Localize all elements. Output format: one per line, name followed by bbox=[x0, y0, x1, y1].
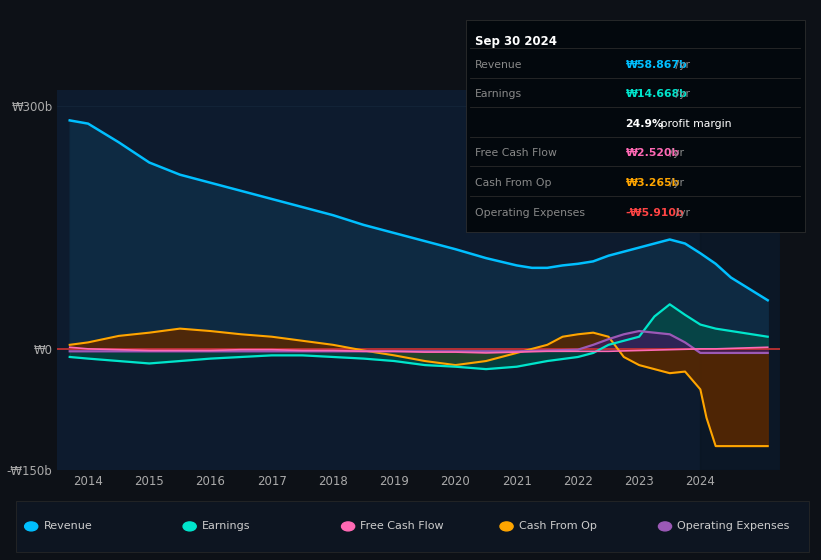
Text: Operating Expenses: Operating Expenses bbox=[475, 208, 585, 218]
Text: Earnings: Earnings bbox=[475, 90, 522, 99]
Text: Cash From Op: Cash From Op bbox=[519, 521, 597, 531]
Text: /yr: /yr bbox=[672, 90, 690, 99]
Text: /yr: /yr bbox=[672, 208, 690, 218]
Text: Cash From Op: Cash From Op bbox=[475, 178, 552, 188]
Text: /yr: /yr bbox=[672, 60, 690, 70]
Text: ₩14.668b: ₩14.668b bbox=[626, 90, 687, 99]
Text: /yr: /yr bbox=[666, 178, 684, 188]
Text: /yr: /yr bbox=[666, 148, 684, 158]
Text: -₩5.910b: -₩5.910b bbox=[626, 208, 684, 218]
Bar bbox=[700, 90, 780, 470]
Text: Revenue: Revenue bbox=[44, 521, 92, 531]
Text: Free Cash Flow: Free Cash Flow bbox=[360, 521, 444, 531]
Text: Operating Expenses: Operating Expenses bbox=[677, 521, 790, 531]
Text: Sep 30 2024: Sep 30 2024 bbox=[475, 35, 557, 48]
Text: Earnings: Earnings bbox=[202, 521, 250, 531]
Text: 24.9%: 24.9% bbox=[626, 119, 663, 129]
Text: Revenue: Revenue bbox=[475, 60, 523, 70]
Text: ₩58.867b: ₩58.867b bbox=[626, 60, 687, 70]
Text: profit margin: profit margin bbox=[657, 119, 732, 129]
Text: ₩2.520b: ₩2.520b bbox=[626, 148, 680, 158]
Text: ₩3.265b: ₩3.265b bbox=[626, 178, 680, 188]
Text: Free Cash Flow: Free Cash Flow bbox=[475, 148, 557, 158]
